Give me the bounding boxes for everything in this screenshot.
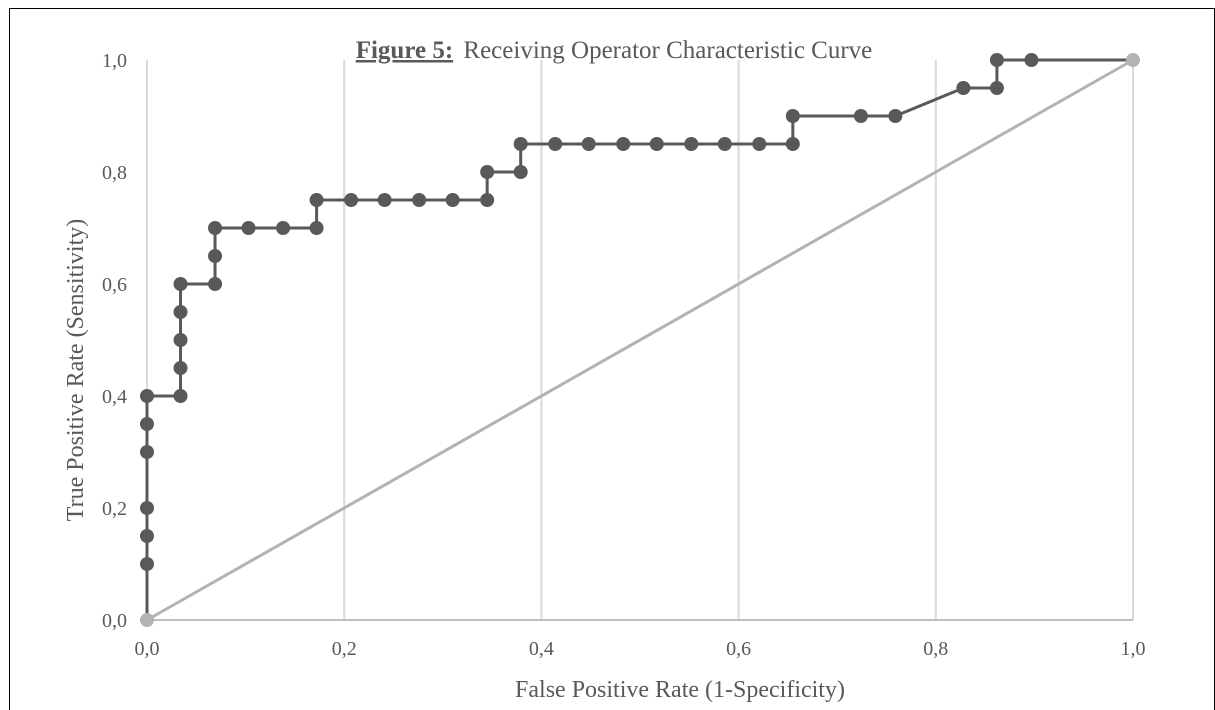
roc-point <box>989 53 1004 67</box>
roc-point <box>513 165 528 179</box>
roc-point <box>989 81 1004 95</box>
roc-point <box>173 305 188 319</box>
roc-curve-points <box>140 53 1039 571</box>
x-tick-label: 0,4 <box>529 638 554 660</box>
roc-point <box>616 137 631 151</box>
roc-point <box>173 277 188 291</box>
roc-point <box>140 557 154 571</box>
roc-point <box>412 193 427 207</box>
roc-point <box>309 221 324 235</box>
y-tick-label: 0,6 <box>102 274 127 296</box>
roc-point <box>140 417 154 431</box>
roc-point <box>785 137 800 151</box>
y-tick-label: 0,2 <box>102 498 127 520</box>
x-tick-label: 1,0 <box>1121 638 1146 660</box>
roc-point <box>208 277 223 291</box>
roc-point <box>140 501 154 515</box>
roc-point <box>445 193 460 207</box>
roc-point <box>649 137 664 151</box>
roc-point <box>513 137 528 151</box>
roc-point <box>581 137 596 151</box>
roc-point <box>208 249 223 263</box>
y-axis-label: True Positive Rate (Sensitivity) <box>63 219 89 521</box>
roc-point <box>173 333 188 347</box>
roc-point <box>853 109 868 123</box>
reference-point <box>140 613 154 627</box>
reference-point <box>1126 53 1140 67</box>
chart-title: Figure 5: Receiving Operator Characteris… <box>356 37 873 64</box>
roc-point <box>480 193 495 207</box>
reference-diagonal-line <box>146 58 1134 622</box>
roc-point <box>173 361 188 375</box>
roc-point <box>309 193 324 207</box>
roc-point <box>1024 53 1039 67</box>
chart-frame <box>9 8 1215 710</box>
y-tick-label: 1,0 <box>102 50 127 72</box>
x-tick-label: 0,8 <box>923 638 948 660</box>
x-tick-label: 0,2 <box>332 638 357 660</box>
x-tick-labels: 0,0 0,2 0,4 0,6 0,8 1,0 <box>135 638 1146 660</box>
reference-diagonal-points <box>140 53 1140 627</box>
y-tick-label: 0,8 <box>102 162 127 184</box>
roc-point <box>140 389 154 403</box>
chart-title-prefix: Figure 5: <box>356 37 453 64</box>
roc-point <box>377 193 392 207</box>
y-tick-label: 0,4 <box>102 386 127 408</box>
roc-point <box>208 221 223 235</box>
chart-title-text: Receiving Operator Characteristic Curve <box>463 37 872 64</box>
roc-point <box>548 137 563 151</box>
roc-point <box>888 109 903 123</box>
roc-point <box>140 529 154 543</box>
roc-point <box>344 193 359 207</box>
roc-point <box>241 221 256 235</box>
x-tick-label: 0,0 <box>135 638 160 660</box>
roc-point <box>752 137 767 151</box>
y-tick-labels: 0,0 0,2 0,4 0,6 0,8 1,0 <box>102 50 127 632</box>
roc-point <box>480 165 495 179</box>
x-tick-label: 0,6 <box>726 638 751 660</box>
roc-point <box>140 445 154 459</box>
roc-point <box>717 137 732 151</box>
roc-point <box>785 109 800 123</box>
roc-point <box>956 81 971 95</box>
roc-point <box>684 137 699 151</box>
y-tick-label: 0,0 <box>102 610 127 632</box>
x-axis-label: False Positive Rate (1-Specificity) <box>515 677 845 703</box>
roc-point <box>276 221 291 235</box>
roc-point <box>173 389 188 403</box>
